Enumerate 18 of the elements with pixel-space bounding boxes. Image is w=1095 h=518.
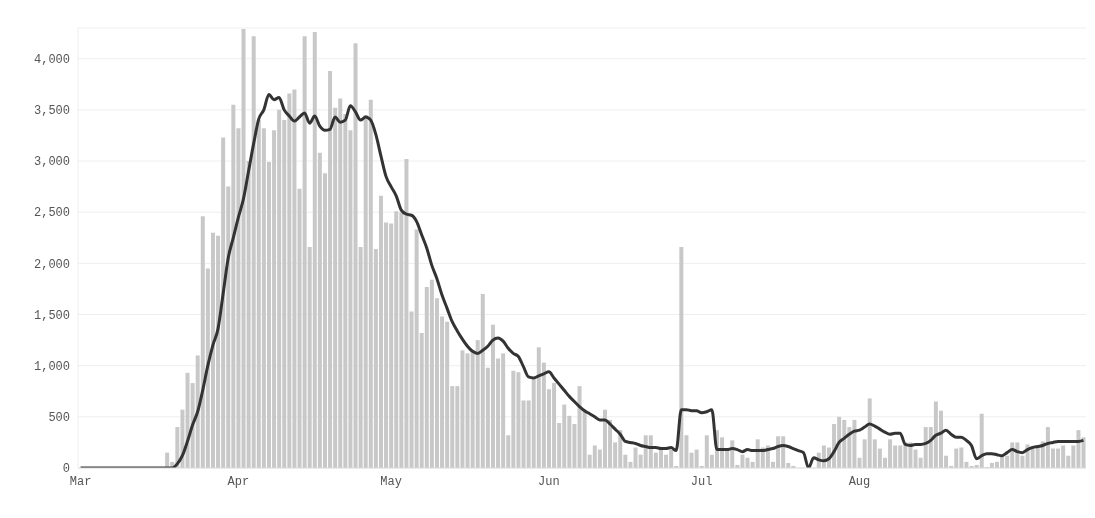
- y-tick-label: 3,500: [33, 104, 70, 119]
- x-tick-label: May: [380, 474, 402, 489]
- y-tick-label: 1,500: [33, 308, 70, 323]
- x-tick-label: Aug: [848, 474, 871, 489]
- y-tick-label: 2,500: [33, 206, 70, 221]
- bar: [165, 452, 170, 468]
- y-tick-label: 3,000: [33, 155, 70, 170]
- y-tick-label: 4,000: [33, 52, 70, 67]
- x-tick-label: Jun: [538, 474, 560, 489]
- y-tick-label: 1,000: [33, 359, 70, 374]
- y-tick-label: 500: [48, 411, 70, 426]
- x-tick-label: Apr: [227, 474, 250, 489]
- bar: [979, 413, 984, 468]
- x-tick-label: Mar: [69, 474, 92, 489]
- x-tick-label: Jul: [690, 474, 713, 489]
- y-tick-label: 0: [62, 462, 70, 477]
- bar: [1081, 437, 1086, 468]
- y-tick-label: 2,000: [33, 257, 70, 272]
